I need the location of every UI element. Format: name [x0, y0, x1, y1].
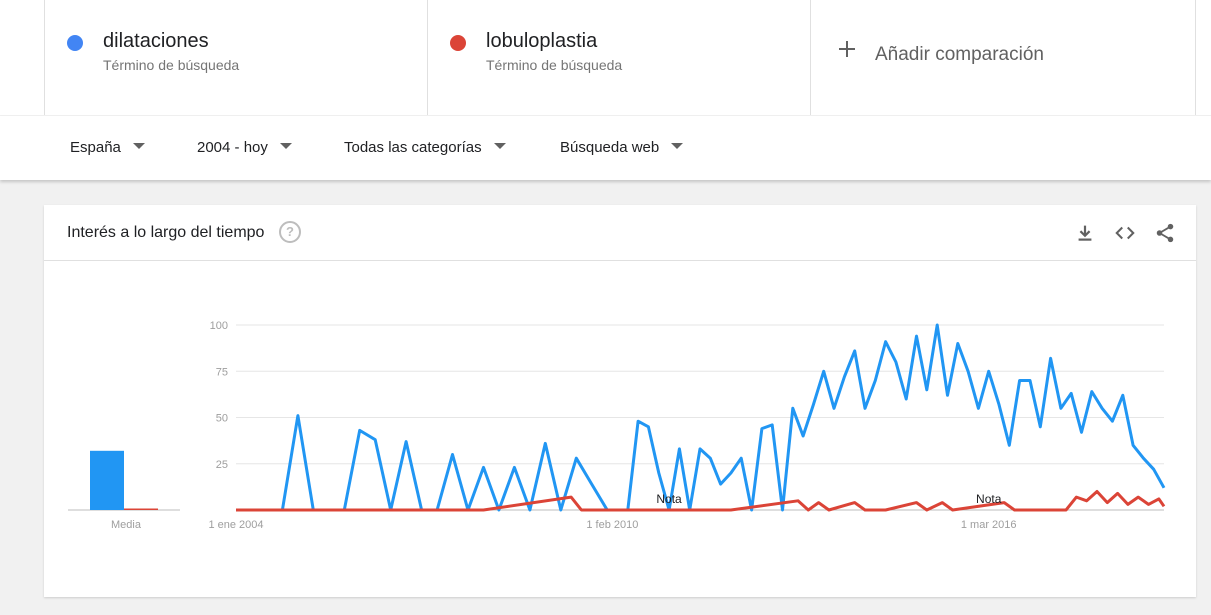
average-label: Media — [111, 519, 142, 531]
term-dilataciones[interactable]: dilataciones Término de búsqueda — [44, 0, 427, 115]
term-subtitle: Término de búsqueda — [486, 57, 623, 73]
y-tick-label: 25 — [216, 459, 228, 471]
x-tick-label: 1 mar 2016 — [961, 519, 1017, 531]
search-terms-bar: dilataciones Término de búsqueda lobulop… — [0, 0, 1211, 115]
plus-icon[interactable] — [837, 39, 857, 59]
filter-time-dropdown[interactable]: 2004 - hoy — [197, 139, 292, 156]
average-bar-dilataciones — [90, 450, 124, 510]
y-tick-label: 100 — [210, 320, 228, 332]
filter-label: 2004 - hoy — [197, 139, 268, 156]
series-color-dot — [450, 35, 466, 51]
caret-down-icon — [132, 143, 145, 149]
term-subtitle: Término de búsqueda — [103, 57, 240, 73]
note-label: Nota — [656, 492, 682, 506]
term-name[interactable]: lobuloplastia — [486, 30, 598, 52]
caret-down-icon — [493, 143, 506, 149]
caret-down-icon — [671, 143, 684, 149]
x-tick-label: 1 ene 2004 — [208, 519, 263, 531]
term-name[interactable]: dilataciones — [103, 30, 209, 52]
download-icon[interactable] — [1074, 222, 1096, 244]
embed-icon[interactable] — [1114, 222, 1136, 244]
filter-bar: España 2004 - hoy Todas las categorías B… — [0, 116, 1211, 180]
filter-category-dropdown[interactable]: Todas las categorías — [344, 139, 506, 156]
note-label: Nota — [976, 492, 1002, 506]
card-title: Interés a lo largo del tiempo — [67, 224, 265, 241]
y-tick-label: 75 — [216, 366, 228, 378]
filter-label: Búsqueda web — [560, 139, 660, 156]
card-header: Interés a lo largo del tiempo ? — [44, 205, 1196, 261]
x-tick-label: 1 feb 2010 — [586, 519, 638, 531]
add-comparison[interactable]: Añadir comparación — [810, 0, 1196, 115]
interest-chart: 25 50 75 100 1 ene 2004 1 feb 2010 1 mar 2016 N… — [68, 320, 1166, 531]
share-icon[interactable] — [1154, 222, 1176, 244]
filter-search-type-dropdown[interactable]: Búsqueda web — [560, 139, 684, 156]
series-color-dot — [67, 35, 83, 51]
caret-down-icon — [279, 143, 292, 149]
y-tick-label: 50 — [216, 413, 228, 425]
help-icon[interactable]: ? — [279, 221, 301, 243]
series-line-lobuloplastia — [236, 490, 1166, 512]
add-comparison-label[interactable]: Añadir comparación — [875, 44, 1044, 65]
filter-label: España — [70, 139, 121, 156]
interest-over-time-card: Interés a lo largo del tiempo ? 25 50 75 10… — [44, 205, 1196, 597]
term-lobuloplastia[interactable]: lobuloplastia Término de búsqueda — [427, 0, 810, 115]
average-bar-lobuloplastia — [124, 508, 158, 510]
filter-label: Todas las categorías — [344, 139, 482, 156]
filter-region-dropdown[interactable]: España — [70, 139, 145, 156]
